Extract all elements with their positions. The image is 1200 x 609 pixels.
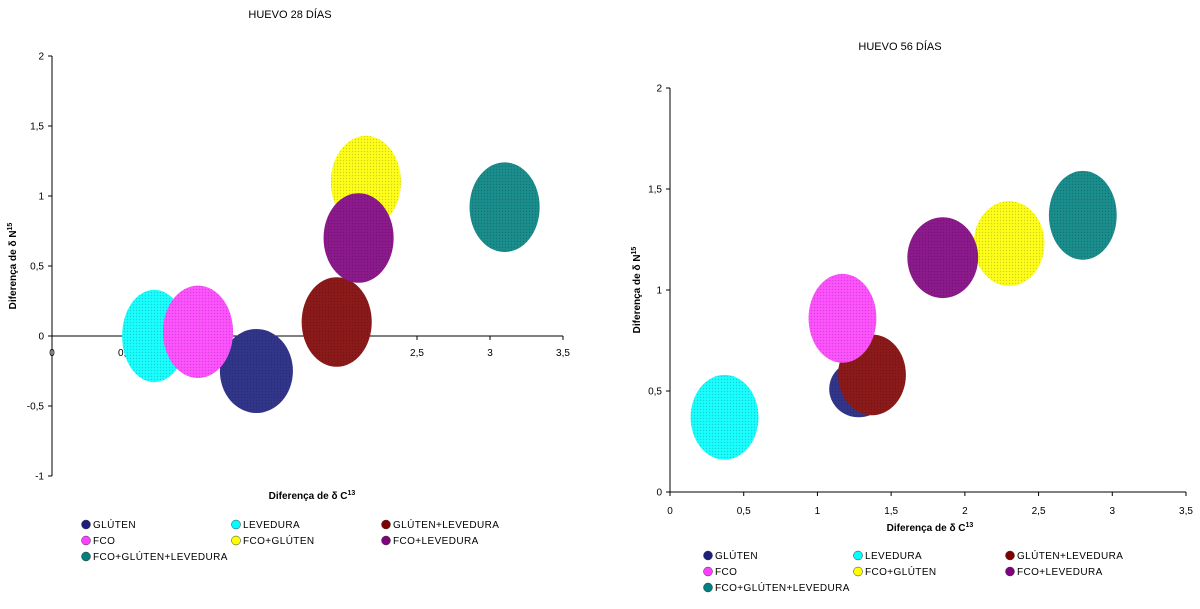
legend-label: GLÚTEN+LEVEDURA — [393, 518, 499, 531]
y-tick-label: 0 — [656, 488, 662, 499]
legend-label: FCO+LEVEDURA — [1017, 567, 1103, 578]
legend-item: FCO+LEVEDURA — [381, 535, 479, 547]
legend-item: FCO+LEVEDURA — [1005, 566, 1103, 578]
cluster-point-fco-gl-ten — [973, 201, 1045, 286]
x-axis-label: Diferença de δ C13 — [887, 522, 974, 534]
x-tick-label: 3 — [1110, 506, 1116, 517]
x-tick-label: 2,5 — [1032, 506, 1046, 517]
legend: GLÚTEN LEVEDURA GLÚTEN+LEVEDURA FCO FCO+GLÚT… — [703, 549, 1123, 594]
cluster-point-fco-gl-ten-levedura — [1048, 170, 1117, 260]
legend-item: GLÚTEN — [703, 549, 758, 562]
legend-item: GLÚTEN — [81, 518, 136, 531]
legend-swatch — [1005, 550, 1015, 561]
legend-label: LEVEDURA — [865, 551, 922, 562]
legend-swatch — [231, 519, 241, 530]
legend-label: LEVEDURA — [243, 520, 300, 531]
y-tick-label: 0,5 — [648, 387, 662, 398]
x-tick-label: 1,5 — [884, 506, 898, 517]
legend-label: FCO+LEVEDURA — [393, 536, 479, 547]
y-tick-label: 1 — [38, 192, 44, 203]
legend-item: GLÚTEN+LEVEDURA — [1005, 549, 1123, 562]
cluster-point-fco — [162, 285, 234, 378]
y-tick-label: 0 — [38, 332, 44, 343]
legend-item: LEVEDURA — [853, 550, 922, 562]
legend-swatch — [381, 535, 391, 546]
x-tick-label: 1 — [815, 506, 821, 517]
x-tick-label: 0,5 — [737, 506, 751, 517]
legend: GLÚTEN LEVEDURA GLÚTEN+LEVEDURA FCO FCO+GLÚT… — [81, 518, 499, 563]
x-tick-label: 2 — [962, 506, 968, 517]
legend-swatch — [703, 550, 713, 561]
cluster-point-fco-levedura — [323, 193, 394, 283]
cluster-point-fco — [808, 273, 877, 363]
legend-swatch — [381, 519, 391, 530]
y-tick-label: 1,5 — [648, 185, 662, 196]
legend-swatch — [81, 535, 91, 546]
legend-swatch — [1005, 566, 1015, 577]
chart-title: HUEVO 56 DÍAS — [858, 40, 941, 53]
x-tick-label: 3,5 — [1179, 506, 1193, 517]
x-tick-label: 0 — [49, 348, 55, 359]
x-tick-label: 3 — [487, 348, 493, 359]
y-tick-label: 1,5 — [30, 122, 44, 133]
y-tick-label: 1 — [656, 286, 662, 297]
legend-item: FCO+GLÚTEN — [231, 534, 315, 547]
legend-swatch — [231, 535, 241, 546]
legend-label: FCO — [93, 536, 115, 547]
chart-title: HUEVO 28 DÍAS — [248, 8, 331, 21]
legend-swatch — [81, 551, 91, 562]
y-axis-label: Diferença de δ N15 — [7, 223, 19, 310]
legend-label: FCO+GLÚTEN+LEVEDURA — [93, 550, 228, 563]
x-tick-label: 2,5 — [410, 348, 424, 359]
legend-item: FCO+GLÚTEN — [853, 565, 937, 578]
y-tick-label: 2 — [656, 84, 662, 95]
legend-item: GLÚTEN+LEVEDURA — [381, 518, 499, 531]
cluster-point-gl-ten-levedura — [301, 277, 372, 367]
x-tick-label: 3,5 — [556, 348, 570, 359]
x-tick-label: 0 — [667, 506, 673, 517]
cluster-point-gl-ten — [219, 329, 293, 413]
legend-item: FCO — [81, 535, 115, 547]
legend-item: FCO — [703, 566, 737, 578]
chart-1: HUEVO 28 DÍAS-1-0,500,511,5200,511,522,5… — [7, 8, 570, 563]
legend-item: FCO+GLÚTEN+LEVEDURA — [81, 550, 228, 563]
cluster-point-levedura — [690, 374, 759, 460]
legend-swatch — [853, 550, 863, 561]
legend-item: LEVEDURA — [231, 519, 300, 531]
legend-label: GLÚTEN+LEVEDURA — [1017, 549, 1123, 562]
chart-2: HUEVO 56 DÍAS 0 0,5 1 1,5 2 0 0,5 1 1,5 2 2,5 3 3,5 Di… — [631, 40, 1193, 594]
legend-item: FCO+GLÚTEN+LEVEDURA — [703, 581, 850, 594]
x-axis-label: Diferença de δ C13 — [269, 490, 356, 502]
legend-swatch — [853, 566, 863, 577]
legend-swatch — [703, 566, 713, 577]
legend-swatch — [81, 519, 91, 530]
legend-label: FCO+GLÚTEN — [243, 534, 315, 547]
y-axis-label: Diferença de δ N15 — [631, 247, 643, 334]
cluster-point-fco-gl-ten-levedura — [469, 162, 540, 252]
legend-label: FCO+GLÚTEN+LEVEDURA — [715, 581, 850, 594]
legend-swatch — [703, 582, 713, 593]
y-tick-label: -1 — [35, 472, 44, 483]
legend-label: FCO — [715, 567, 737, 578]
legend-label: FCO+GLÚTEN — [865, 565, 937, 578]
y-tick-label: -0,5 — [27, 402, 45, 413]
y-tick-label: 2 — [38, 52, 44, 63]
cluster-point-fco-levedura — [907, 217, 979, 299]
legend-label: GLÚTEN — [715, 549, 758, 562]
legend-label: GLÚTEN — [93, 518, 136, 531]
y-tick-label: 0,5 — [30, 262, 44, 273]
